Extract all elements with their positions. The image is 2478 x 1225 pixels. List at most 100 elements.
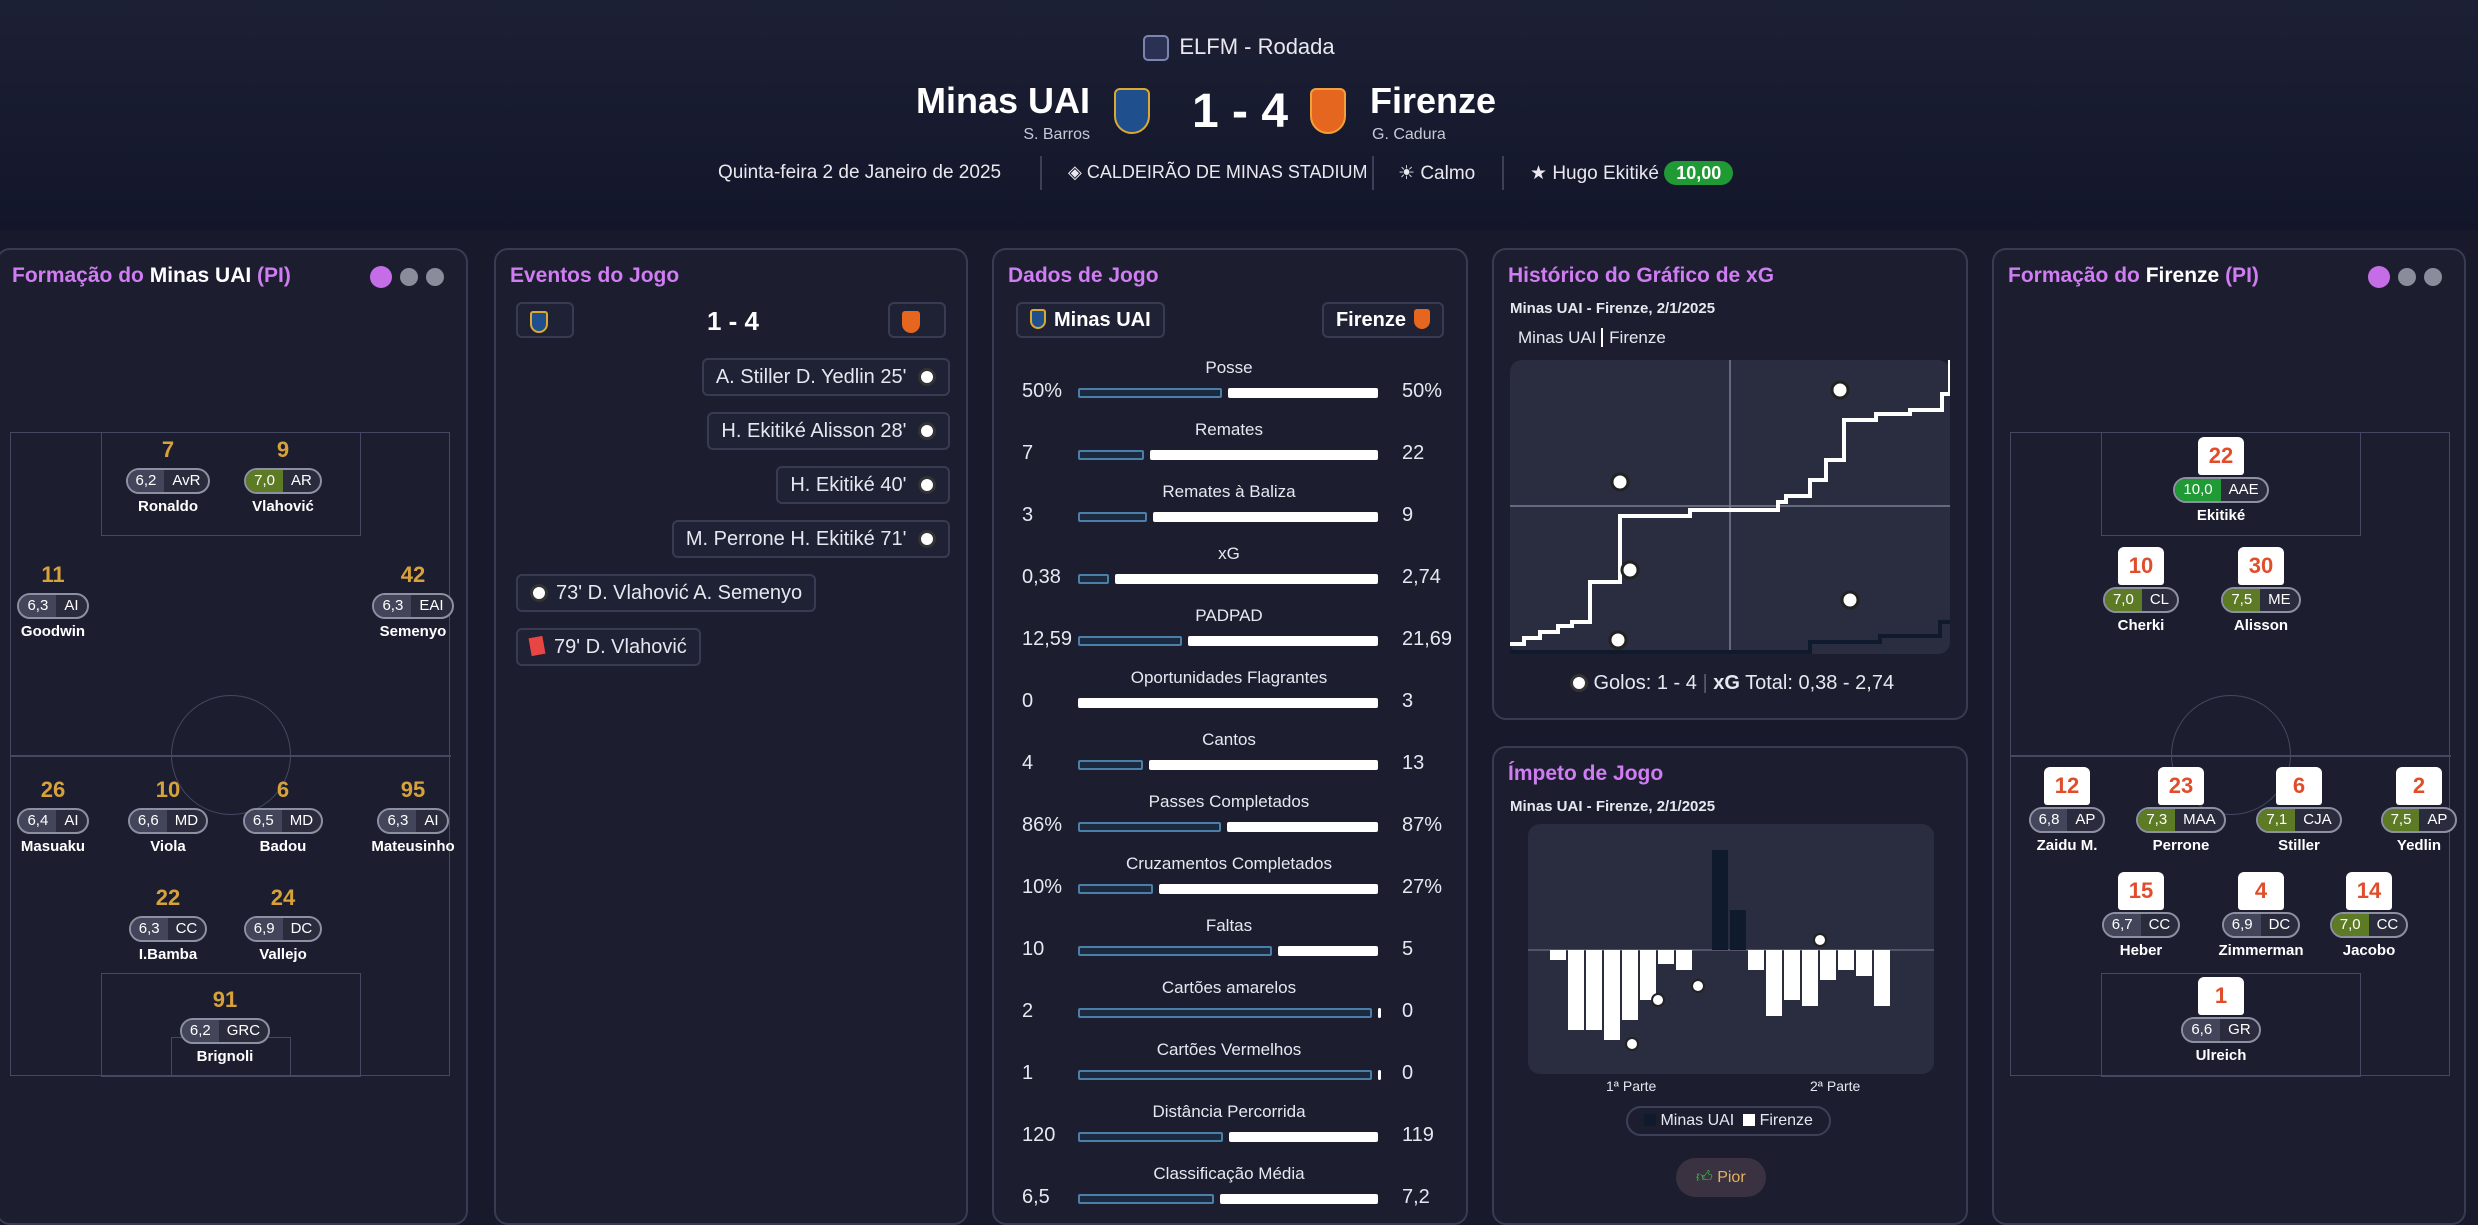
stat-bar-away	[1229, 1132, 1378, 1142]
player-name: Goodwin	[20, 623, 86, 640]
home-team-name[interactable]: Minas UAI	[915, 80, 1090, 121]
momentum-bar	[1748, 950, 1764, 970]
stats-away-team[interactable]: Firenze	[1321, 302, 1444, 338]
player-name: Yedlin	[2396, 837, 2442, 854]
player-marker[interactable]: 10 6,6 MD Viola	[113, 772, 223, 855]
player-name: Perrone	[2152, 837, 2210, 854]
away-lineup-panel: Formação do Firenze (PI) 22 10,0 AAE Ekitik…	[1992, 248, 2466, 1225]
event-item[interactable]: 73' D. Vlahović A. Semenyo	[516, 574, 817, 612]
stat-away-value: 87%	[1402, 814, 1443, 836]
page-dot[interactable]	[370, 266, 392, 288]
stat-home-value: 0,38	[1022, 566, 1061, 588]
player-marker[interactable]: 22 6,3 CC I.Bamba	[113, 880, 223, 963]
player-rating: 6,8 AP	[2028, 807, 2106, 833]
player-marker[interactable]: 91 6,2 GRC Brignoli	[170, 982, 280, 1065]
stat-label: Cartões Vermelhos	[1156, 1040, 1302, 1059]
player-rating: 7,1 CJA	[2256, 807, 2342, 833]
player-marker[interactable]: 95 6,3 AI Mateusinho	[358, 772, 468, 855]
competition-icon	[1143, 35, 1170, 62]
panel-title: Dados de Jogo	[1008, 264, 1159, 287]
player-marker[interactable]: 9 7,0 AR Vlahović	[228, 432, 338, 515]
player-marker[interactable]: 6 6,5 MD Badou	[228, 772, 338, 855]
page-dot[interactable]	[2424, 268, 2442, 286]
player-marker[interactable]: 24 6,9 DC Vallejo	[228, 880, 338, 963]
panel-pager[interactable]	[362, 266, 444, 291]
page-dot[interactable]	[426, 268, 444, 286]
page-dot[interactable]	[2398, 268, 2416, 286]
competition[interactable]: ELFM - Rodada	[0, 34, 2478, 62]
shirt-number: 11	[41, 562, 65, 587]
event-item[interactable]: 79' D. Vlahović	[516, 628, 701, 666]
home-crest-icon	[516, 302, 574, 338]
pitch	[2010, 432, 2451, 1077]
player-rating: 7,5 ME	[2221, 587, 2301, 613]
player-marker[interactable]: 22 10,0 AAE Ekitiké	[2166, 437, 2276, 524]
momentum-bar	[1658, 950, 1674, 964]
stat-bar-home	[1078, 1132, 1223, 1142]
worse-button[interactable]: 👍︎ Pior	[1676, 1158, 1766, 1197]
player-marker[interactable]: 6 7,1 CJA Stiller	[2244, 767, 2354, 854]
stat-bar-home	[1078, 760, 1143, 770]
page-dot[interactable]	[400, 268, 418, 286]
penalty-box	[2101, 973, 2361, 1077]
event-item[interactable]: H. Ekitiké 40'	[776, 466, 950, 504]
player-marker[interactable]: 12 6,8 AP Zaidu M.	[2012, 767, 2122, 854]
away-coach: G. Cadura	[1372, 126, 1446, 143]
goal-marker	[1691, 979, 1705, 993]
player-marker[interactable]: 2 7,5 AP Yedlin	[2364, 767, 2474, 854]
shirt-number: 6	[276, 777, 290, 802]
stat-home-value: 10	[1022, 938, 1045, 960]
player-name: Vlahović	[252, 498, 314, 515]
divider	[1040, 156, 1042, 190]
panel-title: Formação do Firenze (PI)	[2008, 264, 2259, 287]
centre-circle	[2171, 695, 2291, 815]
player-rating: 6,9 DC	[243, 916, 323, 942]
stat-bar-away	[1378, 1008, 1381, 1018]
player-marker[interactable]: 11 6,3 AI Goodwin	[0, 557, 108, 640]
page-dot[interactable]	[2368, 266, 2390, 288]
xg-line-home	[1510, 620, 1950, 654]
player-marker[interactable]: 42 6,3 EAI Semenyo	[358, 557, 468, 640]
event-item[interactable]: H. Ekitiké Alisson 28'	[707, 412, 950, 450]
momentum-bar	[1874, 950, 1890, 1006]
momentum-bar	[1676, 950, 1692, 970]
player-marker[interactable]: 1 6,6 GR Ulreich	[2166, 977, 2276, 1064]
player-rating: 10,0 AAE	[2173, 477, 2269, 503]
stat-home-value: 3	[1022, 504, 1034, 526]
stats-home-team[interactable]: Minas UAI	[1016, 302, 1165, 338]
shirt-icon: 4	[2238, 872, 2284, 910]
match-date: Quinta-feira 2 de Janeiro de 2025	[718, 162, 1002, 183]
stat-bar-home	[1078, 574, 1109, 584]
stat-home-value: 6,5	[1022, 1186, 1050, 1208]
stat-label: Classificação Média	[1153, 1164, 1305, 1183]
event-item[interactable]: M. Perrone H. Ekitiké 71'	[671, 520, 950, 558]
away-team-name[interactable]: Firenze	[1370, 80, 1497, 121]
panel-title: Formação do Minas UAI (PI)	[12, 264, 291, 287]
event-item[interactable]: A. Stiller D. Yedlin 25'	[701, 358, 950, 396]
stat-home-value: 10%	[1022, 876, 1063, 898]
player-of-match[interactable]: ★ Hugo Ekitiké 10,00	[1530, 161, 1734, 185]
player-marker[interactable]: 7 6,2 AvR Ronaldo	[113, 432, 223, 515]
player-marker[interactable]: 30 7,5 ME Alisson	[2206, 547, 2316, 634]
home-coach: S. Barros	[1023, 126, 1090, 143]
shirt-number: 7	[161, 437, 175, 462]
stat-label: Oportunidades Flagrantes	[1130, 668, 1328, 687]
stat-away-value: 7,2	[1402, 1186, 1430, 1208]
player-marker[interactable]: 23 7,3 MAA Perrone	[2126, 767, 2236, 854]
player-marker[interactable]: 26 6,4 AI Masuaku	[0, 772, 108, 855]
events-panel: Eventos do Jogo 1 - 4 A. Stiller D. Yedl…	[494, 248, 968, 1225]
stat-bar-away	[1149, 760, 1378, 770]
player-marker[interactable]: 14 7,0 CC Jacobo	[2314, 872, 2424, 959]
player-marker[interactable]: 15 6,7 CC Heber	[2086, 872, 2196, 959]
stat-bar-home	[1078, 1194, 1214, 1204]
player-marker[interactable]: 10 7,0 CL Cherki	[2086, 547, 2196, 634]
ball-icon	[918, 530, 936, 548]
player-marker[interactable]: 4 6,9 DC Zimmerman	[2206, 872, 2316, 959]
player-rating: 6,3 AI	[17, 593, 89, 619]
player-rating: 6,5 MD	[242, 808, 324, 834]
player-rating: 7,0 AR	[244, 468, 322, 494]
ball-icon	[918, 422, 936, 440]
stat-label: Passes Completados	[1148, 792, 1310, 811]
away-crest-icon	[888, 302, 946, 338]
panel-pager[interactable]	[2360, 266, 2442, 291]
